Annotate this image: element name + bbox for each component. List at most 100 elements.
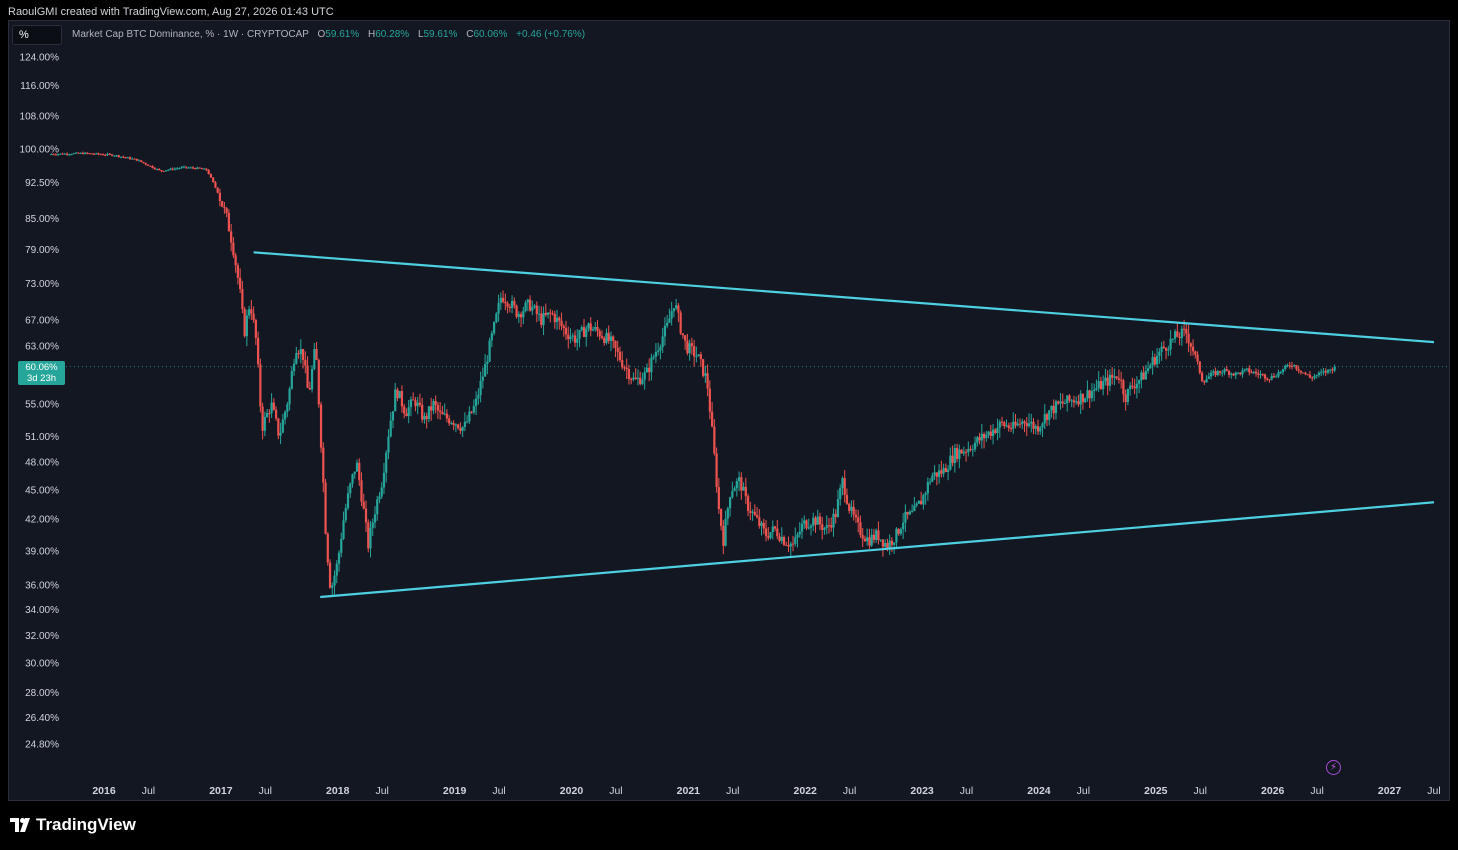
- candle-body: [301, 348, 305, 360]
- candle-body: [335, 563, 338, 576]
- candle-body: [1185, 328, 1188, 334]
- candle-body: [497, 302, 500, 314]
- candle-body: [452, 422, 455, 426]
- candle-body: [558, 317, 561, 321]
- candle-body: [337, 552, 341, 564]
- candle-body: [1239, 372, 1242, 375]
- candle-body: [569, 336, 572, 340]
- y-tick-label: 32.00%: [25, 631, 59, 642]
- candle-body: [1052, 405, 1055, 414]
- candle-body: [1270, 375, 1273, 380]
- candle-body: [695, 356, 698, 358]
- candle-body: [639, 377, 642, 385]
- candle-body: [403, 406, 406, 414]
- chart-pane[interactable]: [8, 20, 1450, 801]
- candle-body: [742, 486, 745, 491]
- candle-body: [544, 312, 547, 315]
- candle-body: [830, 525, 833, 528]
- candle-body: [149, 165, 152, 167]
- candle-body: [331, 585, 334, 588]
- candle-body: [407, 407, 410, 417]
- candle-body: [389, 420, 392, 437]
- candle-body: [1048, 410, 1051, 420]
- candle-body: [92, 153, 96, 155]
- candle-body: [1187, 333, 1190, 344]
- candle-body: [1144, 371, 1147, 380]
- candle-body: [466, 421, 469, 423]
- candle-body: [1180, 328, 1183, 339]
- candle-body: [666, 322, 669, 326]
- candle-body: [1162, 346, 1165, 348]
- candle-body: [769, 532, 772, 538]
- candle-body: [780, 536, 783, 541]
- candle-body: [926, 482, 929, 494]
- candle-body: [1079, 393, 1082, 405]
- candle-body: [884, 542, 887, 547]
- candle-body: [1122, 380, 1125, 395]
- candle-body: [292, 363, 296, 372]
- candle-body: [288, 388, 291, 405]
- candle-body: [594, 327, 597, 330]
- candle-body: [589, 323, 592, 331]
- candle-body: [56, 154, 60, 156]
- candle-body: [787, 545, 790, 547]
- candle-body: [800, 523, 804, 532]
- candle-body: [432, 401, 435, 411]
- candle-body: [1124, 394, 1127, 402]
- x-tick-label: Jul: [960, 785, 973, 797]
- candle-body: [475, 398, 478, 406]
- candle-body: [135, 158, 138, 161]
- candle-body: [155, 168, 159, 170]
- candle-body: [1129, 385, 1132, 389]
- candle-body: [973, 442, 977, 450]
- candle-body: [353, 471, 356, 475]
- candle-body: [609, 336, 613, 341]
- candle-body: [944, 468, 947, 473]
- candle-body: [886, 542, 889, 549]
- candle-body: [991, 429, 995, 437]
- candle-body: [1066, 395, 1069, 404]
- candle-body: [762, 522, 765, 529]
- y-tick-label: 26.40%: [25, 713, 59, 724]
- y-tick-label: 39.00%: [25, 546, 59, 557]
- candle-body: [935, 472, 938, 477]
- scale-mode-button[interactable]: %: [12, 25, 62, 45]
- candle-body: [1072, 400, 1076, 403]
- candle-body: [261, 406, 264, 431]
- candle-body: [1117, 378, 1121, 380]
- candle-body: [297, 353, 300, 355]
- candle-body: [693, 346, 696, 357]
- candle-body: [1138, 380, 1141, 384]
- candle-body: [778, 536, 781, 541]
- candle-body: [735, 481, 738, 489]
- candle-body: [591, 329, 595, 331]
- candle-body: [690, 343, 693, 347]
- candle-body: [79, 152, 82, 154]
- candle-body: [254, 320, 257, 338]
- candle-body: [1158, 351, 1161, 356]
- candle-body: [457, 424, 460, 429]
- candle-body: [290, 371, 293, 389]
- x-tick-label: Jul: [726, 785, 739, 797]
- candle-body: [1061, 401, 1064, 404]
- y-tick-label: 45.00%: [25, 485, 59, 496]
- candle-body: [989, 431, 992, 437]
- candle-body: [1268, 379, 1271, 381]
- candle-body: [982, 433, 986, 439]
- candle-body: [641, 379, 644, 385]
- candle-body: [367, 522, 370, 549]
- candle-body: [164, 170, 168, 172]
- candle-body: [198, 167, 201, 169]
- candle-body: [162, 170, 165, 172]
- candle-body: [200, 168, 204, 170]
- candle-body: [706, 373, 709, 389]
- candle-body: [104, 154, 107, 156]
- candle-body: [519, 314, 523, 318]
- candle-body: [1297, 369, 1300, 371]
- lightning-icon[interactable]: ⚡: [1326, 760, 1341, 775]
- candle-body: [378, 496, 381, 500]
- candle-body: [1261, 374, 1264, 376]
- candle-body: [382, 472, 386, 488]
- tradingview-logo[interactable]: TradingView: [10, 815, 136, 835]
